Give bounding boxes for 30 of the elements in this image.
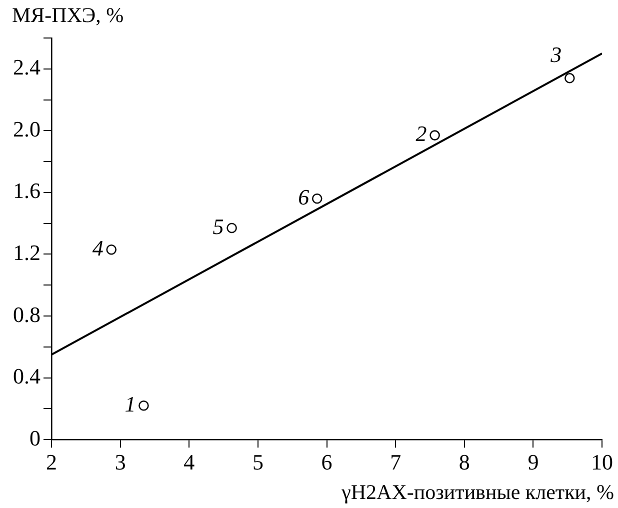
point [226,222,237,234]
y-tick-label: 2.0 [13,116,40,142]
annotation: 1 [124,391,136,416]
point [564,73,575,84]
point [106,244,117,255]
annotation: 5 [212,214,224,239]
y-tick-label: 2.4 [13,54,40,80]
x-tick-label: 5 [252,450,264,475]
x-tick-label: 6 [321,450,332,475]
x-tick-label: 9 [528,450,539,475]
y-tick-label: 1.2 [13,240,40,266]
point [312,193,322,204]
x-tick-label: 8 [458,450,470,475]
point [138,400,149,411]
x-tick-label: 3 [114,450,126,475]
y-tick-label: 0.8 [13,302,40,327]
annotation: 2 [416,121,427,146]
x-tick-label: 7 [390,450,402,475]
y-tick-label: 1.6 [13,178,40,204]
x-tick-label: 2 [46,450,57,475]
y-tick-label: 0 [30,425,40,450]
annotation: 4 [92,235,104,260]
annotation: 3 [550,42,562,67]
point [430,130,440,140]
x-tick-label: 4 [184,450,195,475]
x-axis-title: γH2AX-позитивные клетки, % [340,480,614,504]
x-tick-label: 10 [591,450,613,475]
y-tick-label: 0.4 [13,364,40,389]
annotation: 6 [298,184,310,210]
y-axis-title: МЯ-ПХЭ, % [12,3,124,28]
